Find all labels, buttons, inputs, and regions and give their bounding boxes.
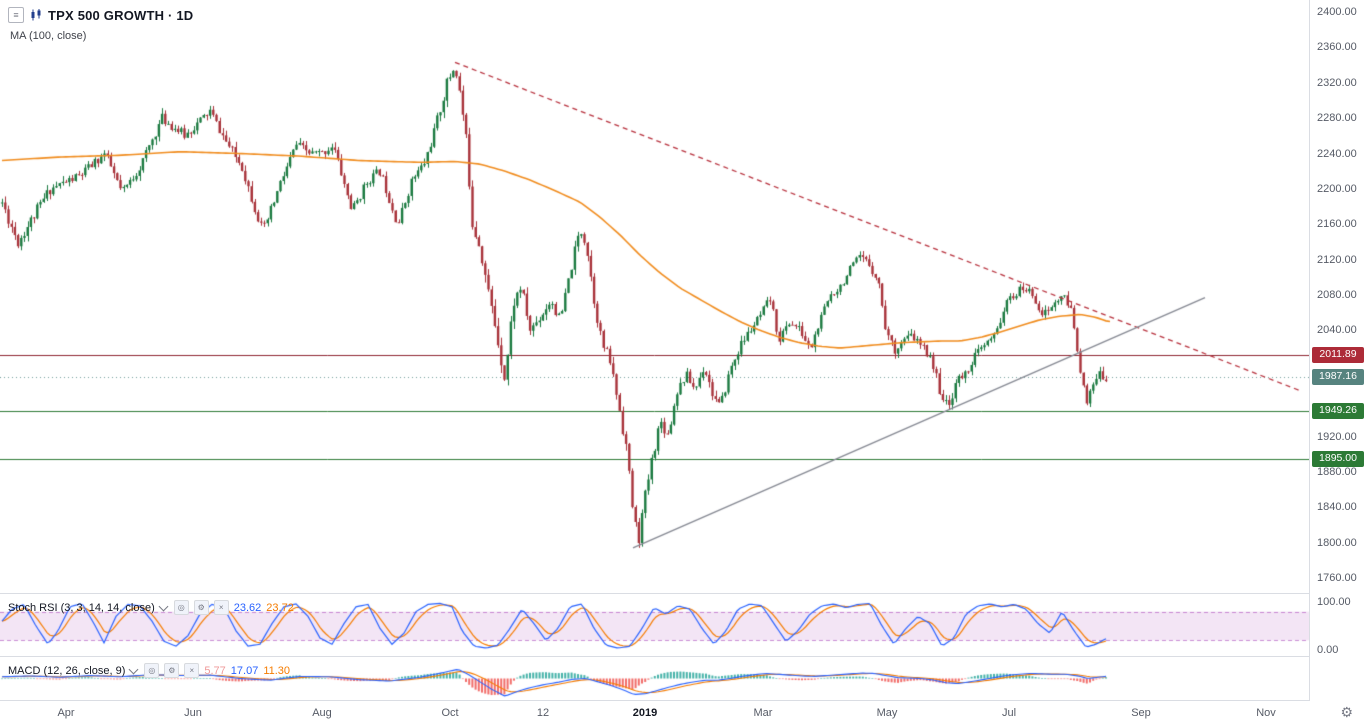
symbol-title: TPX 500 GROWTH · 1D — [48, 7, 194, 23]
close-icon[interactable]: × — [184, 663, 200, 678]
time-axis-label: Jul — [1001, 707, 1017, 719]
chevron-down-icon[interactable] — [158, 601, 169, 611]
time-axis-label: Apr — [57, 707, 75, 719]
price-tick-label: 2400.00 — [1317, 6, 1357, 18]
time-axis-label: Mar — [753, 707, 773, 719]
price-tick-label: 2080.00 — [1317, 289, 1357, 301]
price-level-badge: 1949.26 — [1312, 402, 1364, 419]
stoch-rsi-legend: Stoch RSI (3, 3, 14, 14, close) ◎ ⚙ × 23… — [8, 600, 294, 615]
axis-separator — [0, 700, 1366, 701]
price-tick-label: 2120.00 — [1317, 253, 1357, 266]
series-style-icon[interactable] — [29, 8, 43, 22]
price-tick-label: 2360.00 — [1317, 41, 1357, 54]
pane-separator[interactable] — [0, 593, 1366, 594]
stoch-k-value: 23.62 — [233, 601, 262, 614]
stoch-tick-label: 0.00 — [1317, 644, 1339, 656]
time-axis[interactable]: ⚙ Apr Jun Aug Oct 12 2019 Mar May Jul Sep Nov — [0, 701, 1366, 726]
main-legend: ≡ TPX 500 GROWTH · 1D — [8, 7, 193, 23]
price-tick-label: 1920.00 — [1317, 430, 1357, 443]
time-axis-label: 2019 — [632, 707, 658, 719]
price-tick-label: 1840.00 — [1317, 501, 1357, 514]
eye-icon[interactable]: ◎ — [173, 600, 189, 615]
eye-icon[interactable]: ◎ — [144, 663, 160, 678]
macd-pane[interactable] — [0, 657, 1309, 700]
time-axis-label: Oct — [441, 707, 459, 719]
price-tick-label: 2280.00 — [1317, 112, 1357, 125]
price-level-badge: 2011.89 — [1312, 347, 1364, 364]
price-tick-label: 1880.00 — [1317, 465, 1357, 478]
macd-signal-value: 11.30 — [263, 664, 291, 677]
stoch-tick-label: 100.00 — [1317, 596, 1351, 608]
price-tick-label: 2160.00 — [1317, 218, 1357, 231]
macd-legend-label[interactable]: MACD (12, 26, close, 9) — [8, 664, 126, 677]
stoch-d-value: 23.72 — [266, 601, 294, 614]
ma-legend-label[interactable]: MA (100, close) — [10, 30, 87, 42]
chevron-down-icon[interactable] — [128, 664, 139, 674]
macd-line-value: 17.07 — [230, 664, 259, 677]
pane-separator[interactable] — [0, 656, 1366, 657]
time-axis-label: 12 — [536, 707, 550, 719]
main-price-chart[interactable] — [0, 0, 1309, 593]
settings-icon[interactable]: ⚙ — [164, 663, 180, 678]
macd-legend: MACD (12, 26, close, 9) ◎ ⚙ × 5.77 17.07… — [8, 663, 290, 678]
price-tick-label: 2040.00 — [1317, 324, 1357, 337]
gear-icon[interactable]: ⚙ — [1340, 704, 1353, 720]
time-axis-label: May — [876, 707, 898, 719]
price-tick-label: 2240.00 — [1317, 147, 1357, 160]
price-tick-label: 2320.00 — [1317, 76, 1357, 89]
time-axis-label: Sep — [1131, 707, 1151, 719]
close-icon[interactable]: × — [213, 600, 229, 615]
price-level-badge: 1987.16 — [1312, 369, 1364, 386]
time-axis-label: Nov — [1256, 707, 1276, 719]
price-level-badge: 1895.00 — [1312, 450, 1364, 467]
price-tick-label: 1760.00 — [1317, 572, 1357, 584]
legend-menu-icon[interactable]: ≡ — [8, 7, 24, 23]
price-axis[interactable]: 2400.00 2360.00 2320.00 2280.00 2240.00 2200.… — [1309, 0, 1366, 701]
settings-icon[interactable]: ⚙ — [193, 600, 209, 615]
time-axis-label: Jun — [184, 707, 202, 719]
time-axis-label: Aug — [312, 707, 332, 719]
price-tick-label: 1800.00 — [1317, 536, 1357, 549]
price-tick-label: 2200.00 — [1317, 182, 1357, 195]
stoch-rsi-legend-label[interactable]: Stoch RSI (3, 3, 14, 14, close) — [8, 601, 155, 614]
macd-hist-value: 5.77 — [204, 664, 226, 677]
